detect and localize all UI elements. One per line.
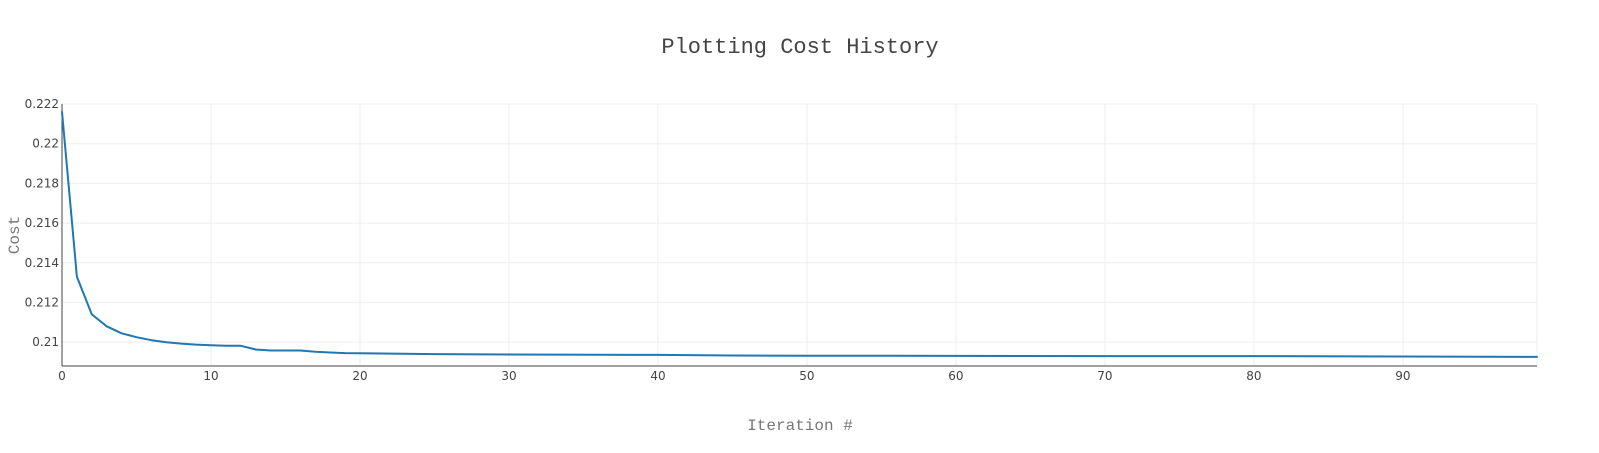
x-tick-label: 10 [203, 369, 218, 383]
y-tick-label: 0.22 [32, 137, 59, 151]
y-axis-title: Cost [6, 216, 24, 254]
x-axis-title: Iteration # [747, 417, 853, 435]
y-tick-label: 0.212 [25, 295, 59, 309]
x-tick-label: 70 [1097, 369, 1112, 383]
x-tick-label: 60 [948, 369, 963, 383]
series-layer [61, 110, 1538, 358]
x-tick-label: 90 [1395, 369, 1410, 383]
y-tick-label: 0.214 [25, 256, 59, 270]
cost-series-line [61, 110, 1538, 358]
x-tick-label: 50 [799, 369, 814, 383]
grid-lines [62, 103, 1538, 366]
tick-labels: 0 10 20 30 40 50 60 70 80 90 0.21 0.212 0.214 0.216 0.… [25, 97, 1411, 383]
axes [61, 104, 1537, 367]
y-tick-label: 0.222 [25, 97, 59, 111]
x-tick-label: 0 [58, 369, 66, 383]
x-tick-label: 80 [1246, 369, 1261, 383]
y-tick-label: 0.216 [25, 216, 59, 230]
chart-title: Plotting Cost History [661, 35, 938, 60]
x-tick-label: 20 [352, 369, 367, 383]
y-tick-label: 0.21 [32, 335, 59, 349]
y-tick-label: 0.218 [25, 176, 59, 190]
x-tick-label: 40 [650, 369, 665, 383]
x-tick-label: 30 [501, 369, 516, 383]
